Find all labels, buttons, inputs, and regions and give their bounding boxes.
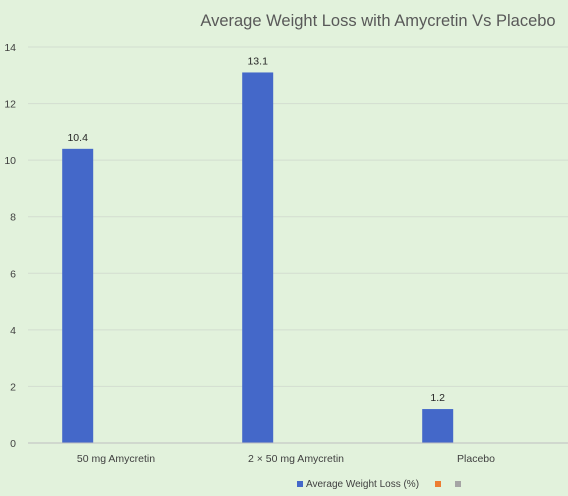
- bar-0: [62, 148, 94, 444]
- legend-label-average-weight-loss: Average Weight Loss (%): [306, 479, 419, 490]
- y-tick-label-0: 0: [10, 438, 16, 450]
- x-tick-label-1: 2 × 50 mg Amycretin: [248, 453, 344, 465]
- data-label-2: 1.2: [430, 392, 445, 404]
- data-label-1: 13.1: [247, 55, 268, 67]
- y-tick-label-6: 6: [10, 268, 16, 280]
- legend-swatch-series-2: [435, 481, 441, 487]
- y-tick-label-12: 12: [4, 99, 16, 111]
- x-axis-tick-labels: 50 mg Amycretin 2 × 50 mg Amycretin Placeb…: [77, 453, 495, 465]
- bars: [62, 72, 454, 444]
- bar-2: [422, 409, 454, 443]
- data-labels: 10.4 13.1 1.2: [67, 55, 445, 404]
- y-tick-label-8: 8: [10, 212, 16, 224]
- gridlines: [28, 46, 568, 387]
- y-axis-tick-labels: 0 2 4 6 8 10 12 14: [4, 42, 16, 450]
- legend-swatch-series-3: [455, 481, 461, 487]
- x-tick-label-0: 50 mg Amycretin: [77, 453, 155, 465]
- x-tick-label-2: Placebo: [457, 453, 495, 465]
- y-tick-label-4: 4: [10, 325, 16, 337]
- legend-swatch-average-weight-loss: [297, 481, 303, 487]
- bar-1: [242, 72, 274, 443]
- chart-title: Average Weight Loss with Amycretin Vs Pl…: [200, 12, 555, 30]
- legend: Average Weight Loss (%): [297, 479, 461, 490]
- data-label-0: 10.4: [67, 132, 88, 144]
- y-tick-label-2: 2: [10, 381, 16, 393]
- y-tick-label-14: 14: [4, 42, 16, 54]
- y-tick-label-10: 10: [4, 155, 16, 167]
